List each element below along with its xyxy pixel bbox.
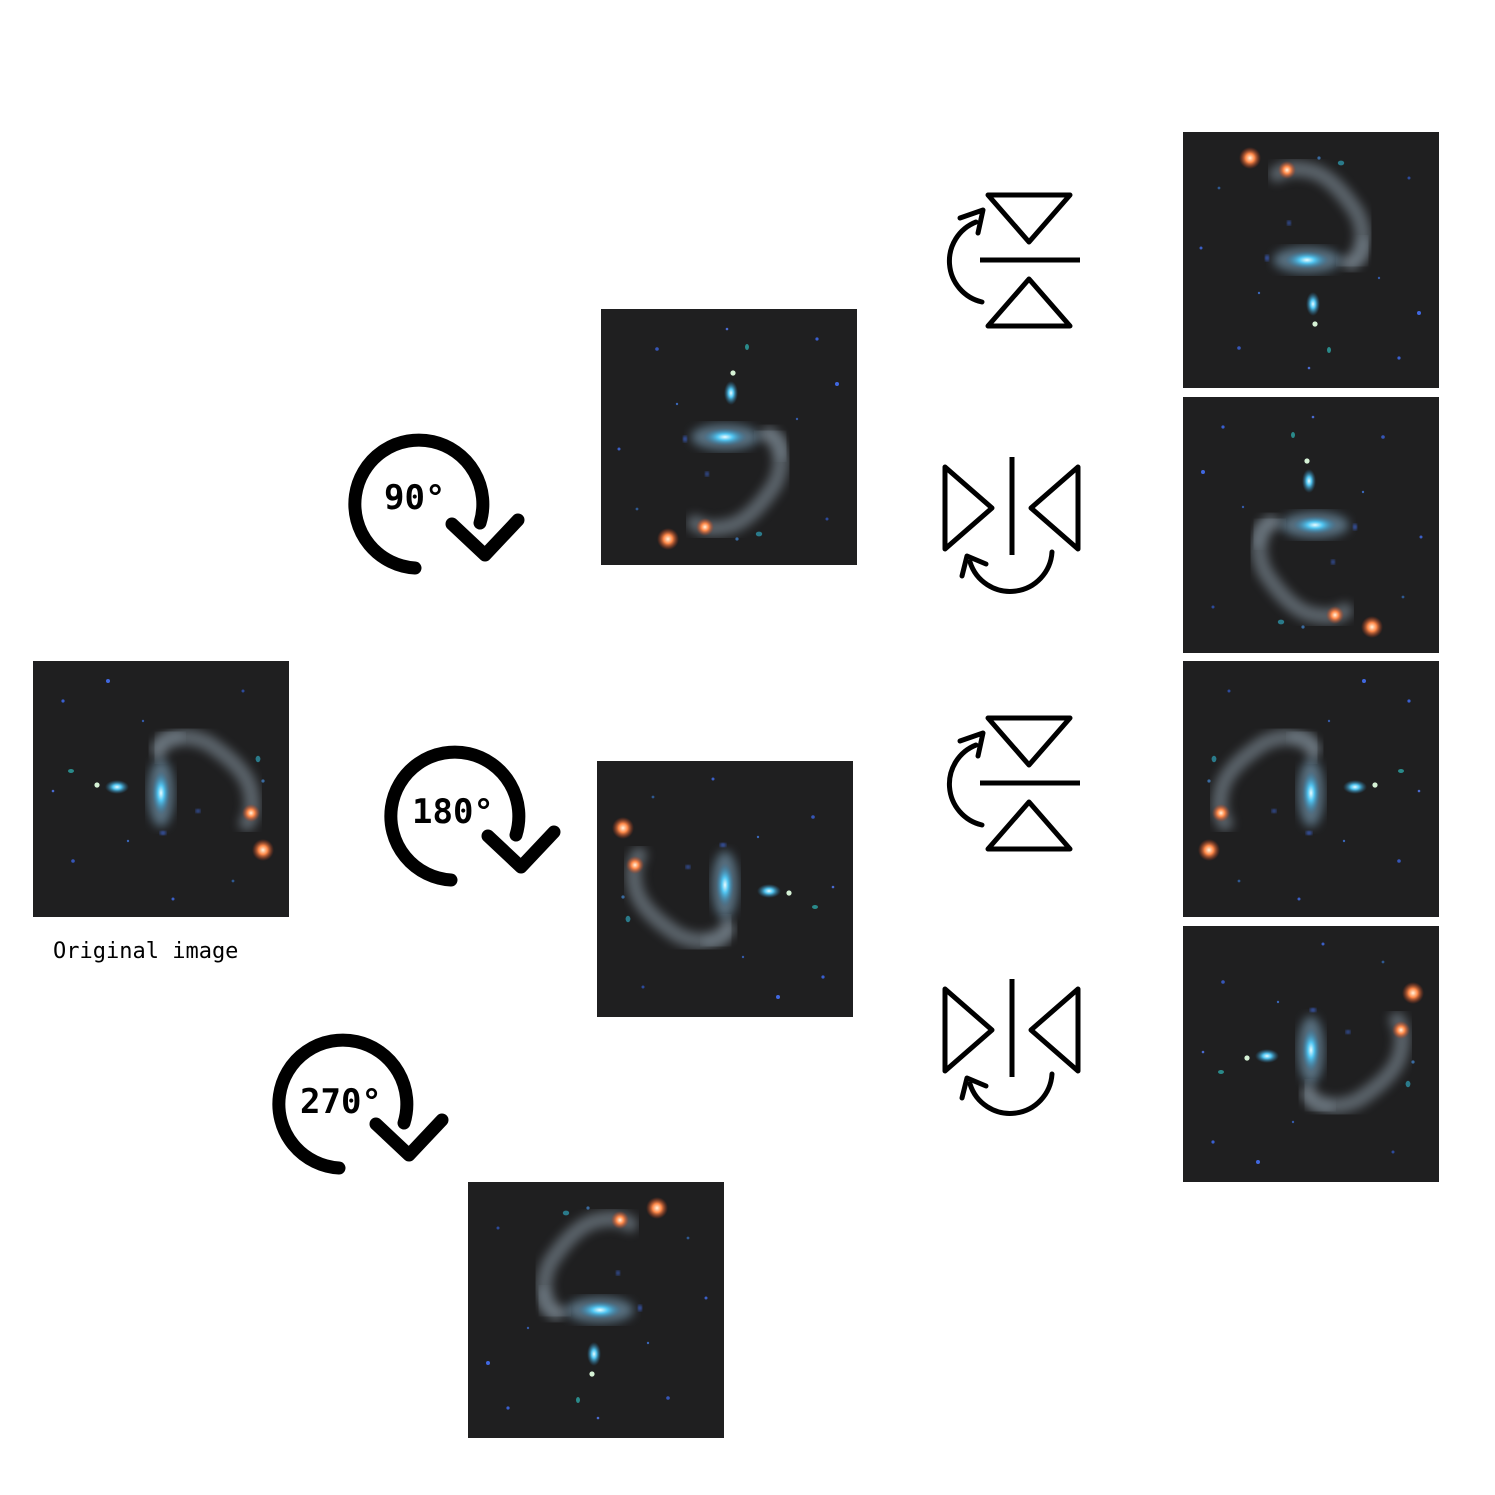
vertical-flip-icon (946, 192, 1080, 329)
clockwise-arrow-icon (384, 745, 561, 887)
horizontal-flip-symbol-1 (940, 452, 1085, 606)
vertical-flip-symbol-1 (938, 190, 1088, 336)
rotate-270-arrow: 270° (264, 1028, 464, 1188)
original-image (33, 661, 289, 917)
original-caption: Original image (53, 939, 239, 964)
vertical-flip-symbol-2 (938, 713, 1088, 859)
flipped-image-4 (1183, 926, 1439, 1182)
rotate-270-label: 270° (300, 1082, 382, 1122)
rotate-180-label: 180° (412, 792, 494, 832)
flipped-image-1 (1183, 132, 1439, 388)
rotated-270-image (468, 1182, 724, 1438)
clockwise-arrow-icon (348, 433, 525, 575)
rotate-90-label: 90° (384, 478, 446, 518)
clockwise-arrow-icon (272, 1033, 449, 1175)
rotated-90-image (601, 309, 857, 565)
rotate-90-arrow: 90° (340, 428, 540, 588)
rotated-180-image (597, 761, 853, 1017)
rotate-180-arrow: 180° (376, 740, 576, 900)
flipped-image-3 (1183, 661, 1439, 917)
flipped-image-2 (1183, 397, 1439, 653)
horizontal-flip-icon (942, 979, 1081, 1116)
vertical-flip-icon (946, 715, 1080, 852)
horizontal-flip-symbol-2 (940, 974, 1085, 1128)
horizontal-flip-icon (942, 457, 1081, 594)
